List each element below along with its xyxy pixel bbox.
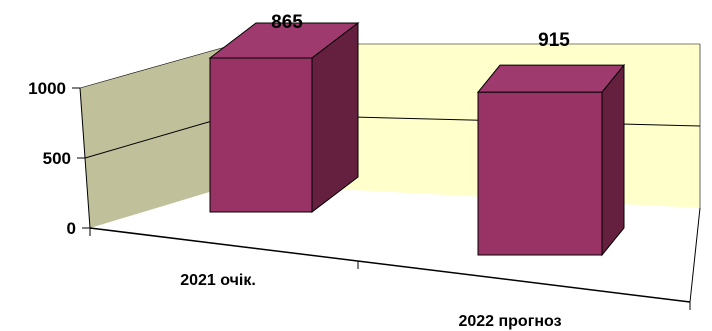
side-wall [80,44,236,228]
bar-top-face [476,64,626,93]
y-tick-label: 1000 [28,79,66,98]
bar [476,63,626,257]
y-tick-label: 500 [43,149,71,168]
y-tick-label: 0 [67,219,76,238]
bar [208,22,360,214]
data-label: 865 [271,12,303,33]
x-category-label: 2022 прогноз [458,313,561,330]
x-category-label: 2021 очік. [180,272,256,289]
data-label: 915 [538,30,570,51]
side-wall-top-edge [79,43,237,89]
bar-front-face [209,57,313,213]
labels: 865 915 2021 очік. 2022 прогноз [180,12,570,330]
floor-right-edge [689,207,701,303]
floor-front-edge [89,227,691,303]
x-axis-ticks [89,228,691,310]
bar-side-face [601,63,625,257]
bar-side-face [311,22,359,214]
bars [208,22,626,257]
bar-front-face [477,91,603,256]
y-axis-ticks: 0 500 1000 [28,79,90,238]
